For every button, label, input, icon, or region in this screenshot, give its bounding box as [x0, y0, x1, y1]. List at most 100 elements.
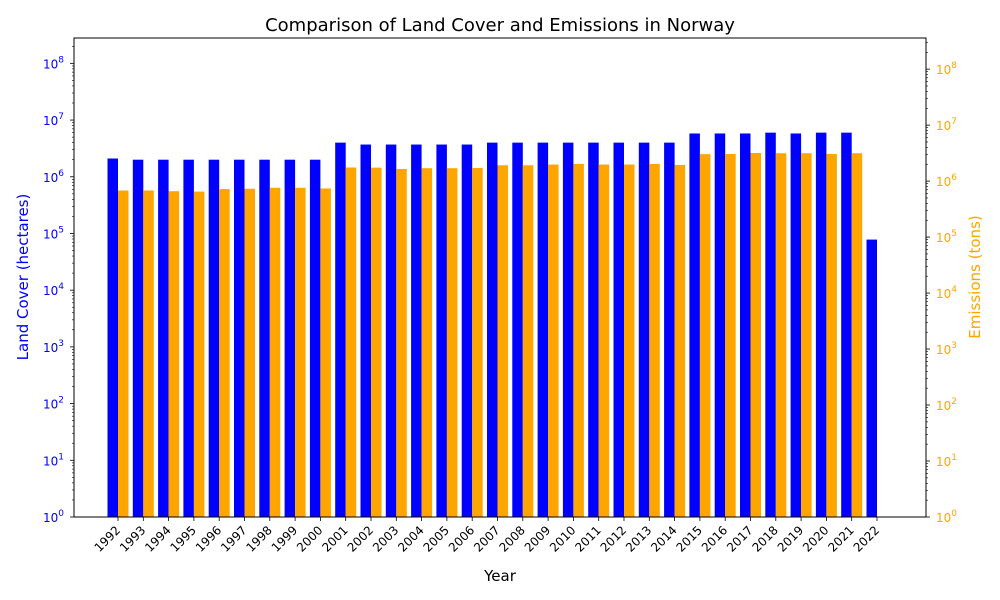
land-cover-bar: [537, 142, 549, 517]
emissions-bar: [168, 191, 180, 517]
land-cover-bar: [815, 132, 827, 518]
land-cover-bar: [790, 133, 802, 517]
x-tick-label: 2022: [851, 523, 882, 554]
emissions-bar: [826, 153, 837, 517]
land-cover-bar: [841, 132, 852, 518]
right-y-axis: 100 101 102 103 104 105 106 107 108: [926, 42, 957, 525]
x-tick-label: 1994: [142, 523, 173, 554]
x-tick-label: 2005: [421, 523, 452, 554]
emissions-bar: [421, 168, 433, 517]
x-tick-label: 2002: [345, 523, 376, 554]
land-cover-bar: [335, 142, 346, 517]
land-cover-bar: [411, 144, 422, 517]
land-cover-bar: [208, 159, 220, 517]
land-cover-bar: [234, 159, 245, 517]
right-y-tick-label: 101: [936, 453, 957, 469]
x-tick-label: 1995: [168, 523, 199, 554]
land-cover-bar: [866, 239, 877, 517]
emissions-bar: [522, 165, 534, 517]
x-tick-label: 2007: [471, 523, 502, 554]
emissions-bar: [598, 164, 610, 517]
right-y-tick-label: 107: [936, 117, 957, 133]
right-y-tick-label: 102: [936, 397, 957, 413]
emissions-bar: [801, 153, 812, 518]
left-y-tick-label: 100: [43, 509, 64, 525]
x-tick-label: 2003: [370, 523, 401, 554]
x-tick-label: 2000: [294, 523, 325, 554]
chart-title: Comparison of Land Cover and Emissions i…: [265, 15, 735, 36]
x-tick-label: 2012: [598, 523, 629, 554]
emissions-bar: [219, 189, 230, 518]
x-tick-label: 2019: [775, 523, 806, 554]
x-tick-label: 2009: [522, 523, 553, 554]
land-cover-bar: [512, 142, 523, 517]
land-cover-bar: [132, 159, 144, 517]
right-y-tick-label: 100: [936, 509, 957, 525]
emissions-bar: [573, 163, 584, 518]
right-y-tick-label: 106: [936, 173, 957, 189]
x-tick-label: 1997: [218, 523, 249, 554]
emissions-bar: [269, 187, 281, 518]
right-y-tick-label: 103: [936, 341, 957, 357]
left-y-tick-label: 102: [43, 396, 64, 412]
left-y-tick-label: 101: [43, 452, 64, 468]
land-cover-bar: [436, 144, 447, 517]
right-y-tick-label: 105: [936, 229, 957, 245]
land-cover-bar: [183, 159, 194, 517]
emissions-bar: [548, 164, 559, 517]
left-y-tick-label: 107: [43, 112, 64, 128]
land-cover-bar: [309, 159, 321, 517]
emissions-bar: [725, 153, 736, 517]
emissions-bar: [371, 167, 382, 517]
left-y-axis: 100 101 102 103 104 105 106 107 108: [43, 45, 74, 525]
land-cover-bar: [714, 133, 726, 517]
x-tick-label: 2006: [446, 523, 477, 554]
left-y-tick-label: 104: [43, 282, 64, 298]
emissions-series: [118, 152, 863, 518]
land-cover-bar: [284, 159, 296, 517]
land-cover-bar: [259, 159, 270, 517]
x-tick-label: 2015: [674, 523, 705, 554]
x-axis-label: Year: [483, 567, 517, 585]
emissions-bar: [750, 152, 761, 517]
land-cover-bar: [385, 144, 397, 517]
x-tick-label: 2010: [547, 523, 578, 554]
emissions-bar: [472, 167, 483, 517]
x-tick-label: 2016: [699, 523, 730, 554]
land-cover-bar: [689, 133, 700, 517]
land-cover-bar: [638, 142, 650, 517]
land-cover-bar: [664, 142, 675, 517]
left-y-tick-label: 106: [43, 169, 64, 185]
land-cover-series: [107, 132, 877, 518]
x-tick-label: 2001: [319, 523, 350, 554]
emissions-bar: [674, 164, 686, 518]
emissions-bar: [320, 188, 331, 518]
land-cover-bar: [461, 144, 473, 517]
land-cover-bar: [158, 159, 169, 517]
right-y-tick-label: 104: [936, 285, 957, 301]
emissions-bar: [345, 167, 357, 517]
left-y-axis-label: Land Cover (hectares): [14, 194, 32, 361]
left-y-tick-label: 103: [43, 339, 64, 355]
x-tick-label: 2008: [496, 523, 527, 554]
x-tick-label: 2011: [572, 523, 603, 554]
emissions-bar: [699, 154, 711, 517]
land-cover-bar: [487, 142, 498, 517]
emissions-bar: [649, 164, 660, 517]
emissions-bar: [244, 188, 255, 517]
x-tick-label: 2020: [800, 523, 831, 554]
land-cover-bar: [588, 142, 599, 517]
x-tick-label: 2014: [648, 523, 679, 554]
land-cover-bar: [360, 144, 371, 517]
x-tick-label: 1998: [243, 523, 274, 554]
land-cover-bar: [740, 133, 751, 517]
land-cover-bar: [562, 142, 574, 517]
x-tick-label: 2004: [395, 523, 426, 554]
right-y-axis-label: Emissions (tons): [966, 215, 984, 338]
x-tick-label: 1996: [193, 523, 224, 554]
emissions-bar: [143, 190, 154, 517]
x-tick-label: 1992: [92, 523, 123, 554]
emissions-bar: [851, 153, 863, 518]
emissions-bar: [497, 165, 508, 517]
